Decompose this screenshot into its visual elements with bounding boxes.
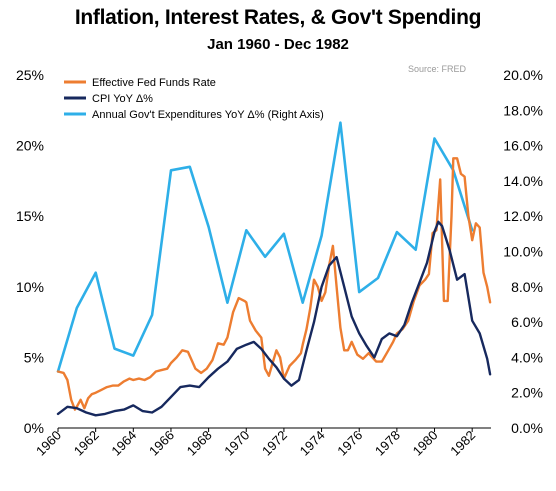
legend-label: Annual Gov't Expenditures YoY Δ% (Right … <box>92 109 324 121</box>
right-tick-label: 20.0% <box>503 67 543 83</box>
chart-subtitle: Jan 1960 - Dec 1982 <box>207 36 349 53</box>
series-line-2 <box>56 121 474 373</box>
right-axis-ticks: 0.0% 2.0% 4.0% 6.0% 8.0% 10.0% 12.0% 14.0% 16.0%… <box>503 67 543 436</box>
right-tick-label: 14.0% <box>503 173 543 189</box>
x-tick-label: 1974 <box>297 428 328 459</box>
right-tick-label: 0.0% <box>511 420 543 436</box>
x-tick-label: 1966 <box>146 428 177 459</box>
right-tick-label: 16.0% <box>503 138 543 154</box>
right-tick-label: 18.0% <box>503 102 543 118</box>
legend-label: Effective Fed Funds Rate <box>92 77 216 89</box>
series-layer <box>56 121 492 417</box>
left-tick-label: 5% <box>24 349 44 365</box>
legend-label: CPI YoY Δ% <box>92 93 153 105</box>
left-axis-ticks: 0% 5% 10% 15% 20% 25% <box>16 67 44 436</box>
right-tick-label: 12.0% <box>503 208 543 224</box>
x-tick-label: 1980 <box>410 428 441 459</box>
chart-title: Inflation, Interest Rates, & Gov't Spend… <box>74 6 482 29</box>
x-tick-label: 1964 <box>108 428 139 459</box>
right-tick-label: 8.0% <box>511 279 543 295</box>
x-tick-label: 1982 <box>447 428 478 459</box>
right-tick-label: 6.0% <box>511 314 543 330</box>
x-tick-label: 1972 <box>259 428 290 459</box>
x-tick-label: 1970 <box>221 428 252 459</box>
x-tick-label: 1968 <box>184 428 215 459</box>
x-tick-label: 1962 <box>71 428 102 459</box>
left-tick-label: 15% <box>16 208 44 224</box>
series-line-1 <box>56 220 492 417</box>
x-tick-label: 1978 <box>372 428 403 459</box>
left-tick-label: 10% <box>16 279 44 295</box>
x-axis-ticks: 1960 1962 1964 1966 1968 1970 1972 1974 1976 1978… <box>33 428 478 459</box>
right-tick-label: 10.0% <box>503 244 543 260</box>
right-tick-label: 4.0% <box>511 349 543 365</box>
legend: Effective Fed Funds Rate CPI YoY Δ% Annual… <box>64 77 324 121</box>
left-tick-label: 25% <box>16 67 44 83</box>
right-tick-label: 2.0% <box>511 385 543 401</box>
x-tick-label: 1976 <box>334 428 365 459</box>
left-tick-label: 20% <box>16 138 44 154</box>
source-note: Source: FRED <box>408 64 467 74</box>
left-tick-label: 0% <box>24 420 44 436</box>
